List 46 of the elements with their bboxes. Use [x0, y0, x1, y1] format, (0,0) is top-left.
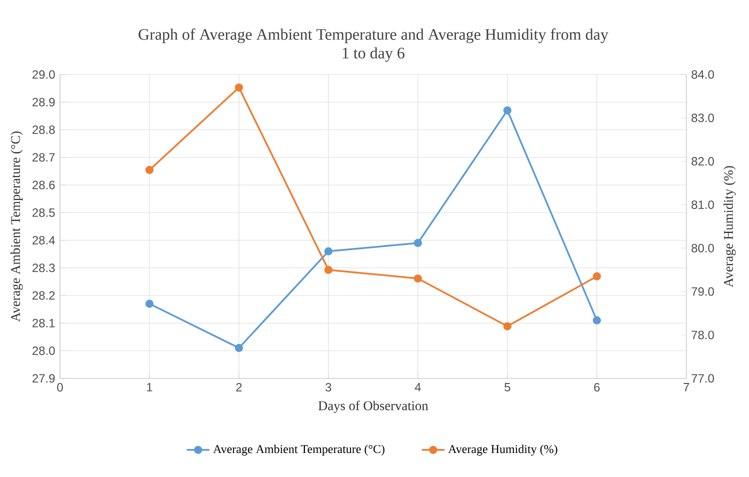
y-tick-label: 28.8 — [32, 126, 55, 134]
y2-tick-label: 83.0 — [692, 114, 714, 122]
legend-label: Average Ambient Temperature (°C) — [213, 444, 384, 456]
point — [234, 83, 244, 92]
y-axis-title: Average Ambient Temperature (°C) — [10, 132, 23, 322]
y2-tick-label: 80.0 — [692, 244, 714, 252]
y-tick-label: 28.9 — [32, 98, 55, 106]
x-tick-label: 2 — [236, 383, 242, 392]
y2-tick-label: 81.0 — [692, 200, 714, 209]
x-tick-label: 0 — [57, 383, 63, 392]
point — [145, 166, 154, 174]
y-tick-label: 28.3 — [32, 264, 55, 272]
chart-title: Graph of Average Ambient Temperature and Average Humidity from day 1 to day 6 — [138, 28, 608, 62]
y-tick-label: 29.0 — [32, 70, 55, 79]
y-tick-label: 27.9 — [32, 374, 55, 383]
point — [234, 344, 244, 352]
point — [503, 106, 512, 114]
y-tick-label: 28.7 — [32, 153, 55, 162]
x-tick-label: 6 — [594, 383, 600, 392]
y-tick-label: 28.6 — [32, 180, 55, 190]
x-tick-label: 7 — [684, 383, 690, 392]
point — [324, 266, 332, 274]
x-axis-title: Days of Observation — [318, 400, 428, 413]
y2-tick-label: 78.0 — [692, 330, 714, 340]
point — [503, 322, 512, 330]
y-tick-label: 28.5 — [32, 208, 55, 217]
point — [414, 238, 422, 248]
y2-tick-label: 82.0 — [692, 157, 714, 166]
y-tick-label: 28.0 — [32, 346, 55, 355]
point — [592, 316, 601, 324]
x-tick-label: 1 — [147, 383, 152, 392]
x-tick-label: 3 — [326, 383, 332, 392]
y2-tick-label: 79.0 — [692, 287, 714, 296]
point — [414, 274, 422, 283]
point — [592, 272, 601, 280]
y-tick-label: 28.4 — [32, 236, 55, 244]
y2-tick-label: 77.0 — [692, 374, 714, 383]
x-tick-label: 4 — [414, 383, 421, 392]
point — [324, 247, 332, 256]
x-tick-label: 5 — [504, 383, 510, 392]
point — [145, 300, 154, 308]
y-tick-label: 28.2 — [32, 291, 55, 300]
y2-tick-label: 84.0 — [692, 70, 714, 79]
legend-label: Average Humidity (%) — [448, 444, 558, 456]
y2-axis-title: Average Humidity (%) — [724, 166, 736, 288]
y-tick-label: 28.1 — [32, 318, 55, 328]
